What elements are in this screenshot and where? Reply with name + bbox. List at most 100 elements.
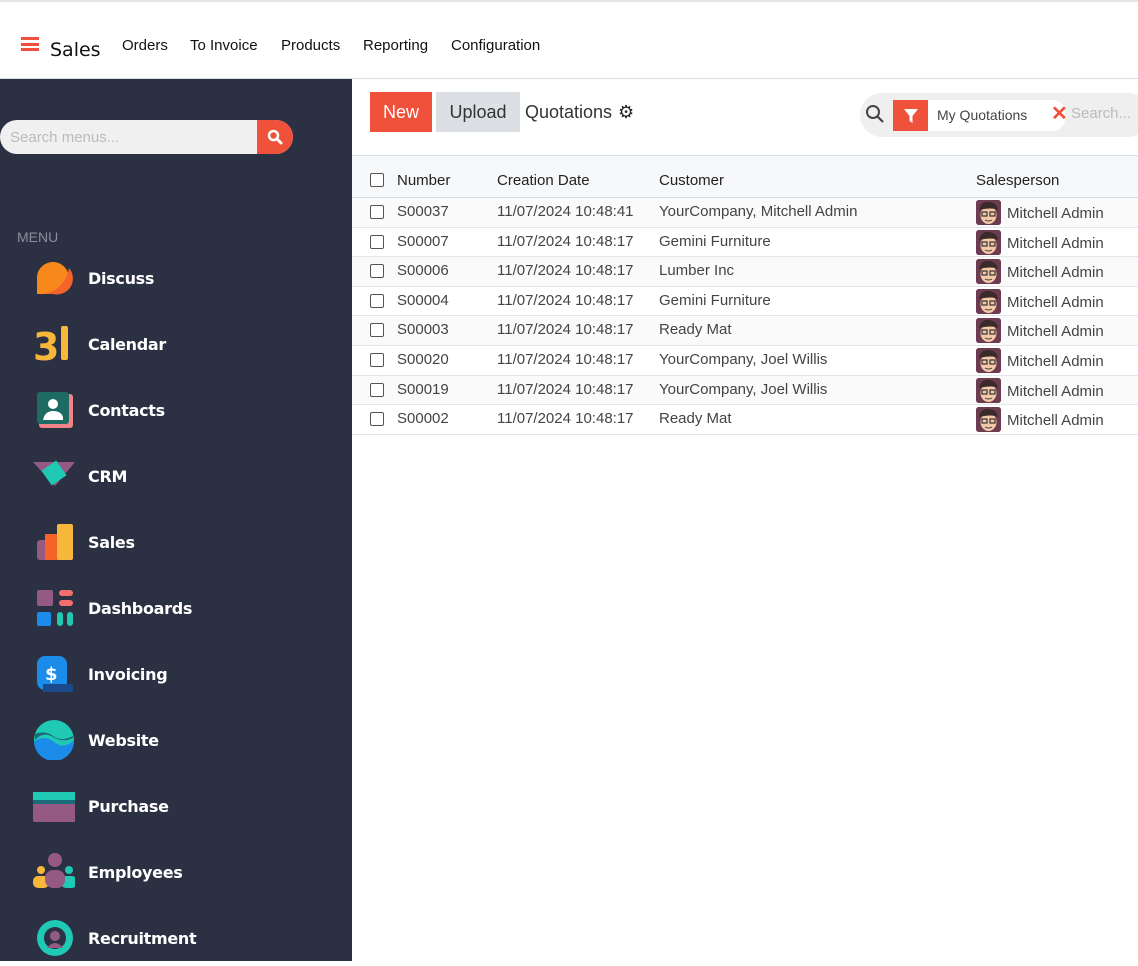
cell-number: S00007 bbox=[397, 232, 449, 250]
row-checkbox[interactable] bbox=[370, 382, 384, 397]
menu-search-input[interactable] bbox=[10, 120, 250, 154]
menu-toggle-icon[interactable] bbox=[21, 37, 39, 51]
gear-icon[interactable]: ⚙ bbox=[618, 102, 635, 122]
sidebar-item-label: Sales bbox=[88, 532, 135, 552]
sidebar-item-discuss[interactable]: Discuss bbox=[0, 250, 352, 306]
sidebar-item-sales[interactable]: Sales bbox=[0, 514, 352, 570]
row-checkbox[interactable] bbox=[370, 205, 384, 219]
sales-icon bbox=[33, 522, 75, 562]
search-icon bbox=[267, 129, 283, 145]
select-all-checkbox[interactable] bbox=[370, 173, 384, 187]
cell-customer: YourCompany, Mitchell Admin bbox=[659, 203, 858, 220]
cell-salesperson: Mitchell Admin bbox=[1007, 323, 1104, 341]
cell-number: S00037 bbox=[397, 203, 449, 220]
cell-customer: Lumber Inc bbox=[659, 262, 735, 280]
sidebar-item-website[interactable]: Website bbox=[0, 712, 352, 768]
sidebar-item-purchase[interactable]: Purchase bbox=[0, 778, 352, 834]
cell-creation-date: 11/07/2024 10:48:17 bbox=[497, 380, 634, 398]
new-button[interactable]: New bbox=[370, 92, 432, 132]
cell-number: S00003 bbox=[397, 321, 449, 339]
avatar bbox=[976, 200, 1001, 225]
quotations-table: Number Creation Date Customer Salesperso… bbox=[352, 155, 1138, 435]
sidebar-item-label: Discuss bbox=[88, 268, 155, 288]
table-row[interactable]: S00003 11/07/2024 10:48:17 Ready Mat Mitche… bbox=[352, 316, 1138, 346]
filter-label: My Quotations bbox=[937, 107, 1028, 123]
sidebar-item-label: Employees bbox=[88, 862, 183, 882]
cell-salesperson: Mitchell Admin bbox=[1007, 412, 1104, 430]
recruitment-icon bbox=[33, 918, 75, 958]
invoicing-icon: $ bbox=[33, 654, 75, 694]
nav-orders[interactable]: Orders bbox=[122, 37, 168, 54]
website-icon bbox=[33, 720, 75, 762]
nav-reporting[interactable]: Reporting bbox=[363, 37, 429, 54]
avatar bbox=[976, 318, 1001, 344]
row-checkbox[interactable] bbox=[370, 293, 384, 308]
cell-customer: Ready Mat bbox=[659, 410, 732, 428]
table-row[interactable]: S00019 11/07/2024 10:48:17 YourCompany, Jo… bbox=[352, 375, 1138, 406]
cell-salesperson: Mitchell Admin bbox=[1007, 293, 1104, 311]
cell-creation-date: 11/07/2024 10:48:17 bbox=[497, 350, 634, 368]
nav-configuration[interactable]: Configuration bbox=[451, 37, 541, 54]
cell-creation-date: 11/07/2024 10:48:41 bbox=[497, 203, 634, 220]
cell-customer: Gemini Furniture bbox=[659, 291, 771, 309]
contacts-icon bbox=[33, 390, 75, 430]
search-icon bbox=[866, 105, 884, 123]
sidebar-item-label: CRM bbox=[88, 466, 128, 486]
cell-salesperson: Mitchell Admin bbox=[1007, 382, 1104, 400]
cell-salesperson: Mitchell Admin bbox=[1007, 264, 1104, 282]
row-checkbox[interactable] bbox=[370, 412, 384, 427]
upload-button[interactable]: Upload bbox=[436, 92, 520, 132]
avatar bbox=[976, 229, 1001, 255]
table-row[interactable]: S00004 11/07/2024 10:48:17 Gemini Furnitur… bbox=[352, 287, 1138, 317]
header-creation-date[interactable]: Creation Date bbox=[497, 172, 590, 189]
employees-icon bbox=[33, 852, 77, 892]
sidebar-item-recruitment[interactable]: Recruitment bbox=[0, 910, 352, 966]
cell-customer: YourCompany, Joel Willis bbox=[659, 380, 828, 398]
cell-number: S00004 bbox=[397, 291, 449, 309]
row-checkbox[interactable] bbox=[370, 234, 384, 249]
cell-number: S00019 bbox=[397, 380, 449, 398]
sidebar-item-label: Purchase bbox=[88, 796, 169, 816]
header-salesperson[interactable]: Salesperson bbox=[976, 172, 1060, 189]
search-button[interactable] bbox=[257, 120, 293, 154]
filter-icon bbox=[893, 100, 928, 131]
cell-customer: YourCompany, Joel Willis bbox=[659, 350, 828, 368]
app-name[interactable]: Sales bbox=[50, 39, 101, 61]
cell-creation-date: 11/07/2024 10:48:17 bbox=[497, 262, 634, 280]
sidebar-item-dashboards[interactable]: Dashboards bbox=[0, 580, 352, 636]
cell-creation-date: 11/07/2024 10:48:17 bbox=[497, 232, 634, 250]
sidebar-item-label: Invoicing bbox=[88, 664, 168, 684]
cell-number: S00002 bbox=[397, 410, 449, 428]
table-row[interactable]: S00006 11/07/2024 10:48:17 Lumber Inc Mitch… bbox=[352, 257, 1138, 287]
table-row[interactable]: S00002 11/07/2024 10:48:17 Ready Mat Mitche… bbox=[352, 405, 1138, 435]
header-number[interactable]: Number bbox=[397, 172, 451, 189]
header-customer[interactable]: Customer bbox=[659, 172, 725, 189]
table-row[interactable]: S00020 11/07/2024 10:48:17 YourCompany, Jo… bbox=[352, 346, 1138, 376]
row-checkbox[interactable] bbox=[370, 264, 384, 279]
menu-search bbox=[0, 120, 293, 154]
row-checkbox[interactable] bbox=[370, 352, 384, 367]
avatar bbox=[976, 347, 1001, 373]
sidebar-item-label: Dashboards bbox=[88, 598, 193, 618]
sidebar-item-calendar[interactable]: 3 Calendar bbox=[0, 316, 352, 372]
nav-to-invoice[interactable]: To Invoice bbox=[190, 37, 258, 54]
breadcrumb: Quotations bbox=[525, 102, 613, 122]
sidebar-item-invoicing[interactable]: $ Invoicing bbox=[0, 646, 352, 702]
row-checkbox[interactable] bbox=[370, 323, 384, 338]
cell-number: S00020 bbox=[397, 350, 449, 368]
avatar bbox=[976, 407, 1001, 433]
table-row[interactable]: S00037 11/07/2024 10:48:41 YourCompany, Mi… bbox=[352, 198, 1138, 228]
sidebar-item-crm[interactable]: CRM bbox=[0, 448, 352, 504]
nav-products[interactable]: Products bbox=[281, 37, 341, 54]
sidebar-item-employees[interactable]: Employees bbox=[0, 844, 352, 900]
sidebar-item-label: Contacts bbox=[88, 400, 165, 420]
avatar bbox=[976, 259, 1001, 285]
remove-filter-icon[interactable]: ✕ bbox=[1051, 103, 1068, 125]
sidebar-item-label: Calendar bbox=[88, 334, 167, 354]
top-navbar: Sales Orders To Invoice Products Reporti… bbox=[0, 0, 1138, 79]
crm-icon bbox=[33, 456, 75, 496]
search-input[interactable] bbox=[1071, 105, 1138, 122]
sidebar-item-contacts[interactable]: Contacts bbox=[0, 382, 352, 438]
table-row[interactable]: S00007 11/07/2024 10:48:17 Gemini Furnitur… bbox=[352, 228, 1138, 258]
sidebar-item-label: Recruitment bbox=[88, 928, 197, 948]
